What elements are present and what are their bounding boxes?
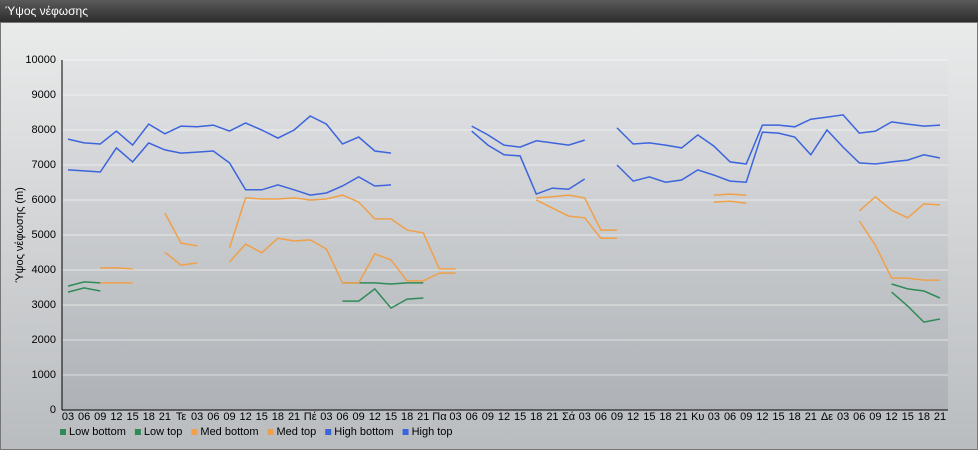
- series-line: [67, 128, 941, 196]
- x-tick-label: 18: [272, 411, 284, 423]
- legend-label: High bottom: [334, 426, 393, 438]
- y-tick-label: 5000: [32, 229, 56, 241]
- y-tick-label: 3000: [32, 299, 56, 311]
- x-tick-label: 18: [659, 411, 671, 423]
- series-line: [100, 193, 941, 270]
- x-tick-label: 21: [546, 411, 558, 423]
- x-tick-label: 03: [837, 411, 849, 423]
- x-tick-label: Κυ: [691, 411, 704, 423]
- x-tick-label: 12: [498, 411, 510, 423]
- x-tick-label: 09: [869, 411, 881, 423]
- x-tick-label: Πέ: [304, 411, 317, 423]
- x-tick-label: 06: [78, 411, 90, 423]
- legend-swatch: [134, 429, 141, 435]
- series-line: [67, 287, 941, 323]
- x-tick-label: 18: [789, 411, 801, 423]
- x-tick-label: 06: [466, 411, 478, 423]
- x-tick-label: 21: [676, 411, 688, 423]
- y-tick-label: 4000: [32, 264, 56, 276]
- legend-swatch: [191, 429, 198, 435]
- x-tick-label: 15: [902, 411, 914, 423]
- x-tick-label: 09: [740, 411, 752, 423]
- legend-label: Low bottom: [69, 426, 126, 438]
- x-tick-label: 21: [288, 411, 300, 423]
- x-tick-label: 12: [756, 411, 768, 423]
- window-title: Ύψος νέφωσης: [5, 4, 88, 18]
- y-tick-label: 2000: [32, 334, 56, 346]
- legend-swatch: [402, 429, 409, 435]
- y-tick-label: 6000: [32, 194, 56, 206]
- y-tick-label: 9000: [32, 89, 56, 101]
- x-tick-label: 03: [579, 411, 591, 423]
- x-tick-label: 15: [385, 411, 397, 423]
- x-tick-label: 06: [595, 411, 607, 423]
- legend-swatch: [60, 429, 66, 435]
- x-tick-label: 06: [853, 411, 865, 423]
- legend-label: Med bottom: [200, 426, 258, 438]
- x-tick-label: 15: [643, 411, 655, 423]
- x-tick-label: 09: [482, 411, 494, 423]
- x-tick-label: 15: [256, 411, 268, 423]
- x-tick-label: 12: [240, 411, 252, 423]
- y-tick-label: 10000: [25, 54, 56, 66]
- y-axis-label: Ύψος νέφωσης (m): [14, 187, 26, 283]
- x-tick-label: 03: [708, 411, 720, 423]
- x-tick-label: 06: [207, 411, 219, 423]
- x-tick-label: 06: [724, 411, 736, 423]
- x-tick-label: 12: [627, 411, 639, 423]
- legend-swatch: [267, 429, 274, 435]
- x-tick-label: 03: [191, 411, 203, 423]
- legend-label: High top: [412, 426, 453, 438]
- x-tick-label: 18: [918, 411, 930, 423]
- x-tick-label: 18: [530, 411, 542, 423]
- legend-label: Med top: [277, 426, 317, 438]
- y-tick-label: 1000: [32, 369, 56, 381]
- y-tick-label: 7000: [32, 159, 56, 171]
- x-tick-label: 18: [401, 411, 413, 423]
- legend-swatch: [325, 429, 332, 435]
- y-tick-label: 0: [50, 404, 56, 416]
- x-tick-label: Δε: [821, 411, 833, 423]
- x-tick-label: 21: [417, 411, 429, 423]
- x-tick-label: 21: [805, 411, 817, 423]
- x-tick-label: 09: [353, 411, 365, 423]
- y-tick-label: 8000: [32, 124, 56, 136]
- x-tick-label: 12: [369, 411, 381, 423]
- x-tick-label: Τε: [176, 411, 187, 423]
- x-tick-label: 12: [885, 411, 897, 423]
- x-tick-label: 18: [143, 411, 155, 423]
- x-tick-label: 12: [110, 411, 122, 423]
- x-tick-label: 09: [611, 411, 623, 423]
- series-line: [100, 199, 940, 284]
- x-tick-label: 21: [934, 411, 946, 423]
- x-tick-label: 21: [159, 411, 171, 423]
- x-tick-label: Πα: [432, 411, 447, 423]
- x-tick-label: 15: [514, 411, 526, 423]
- x-tick-label: Σά: [562, 411, 576, 423]
- series-line: [67, 114, 941, 165]
- legend-label: Low top: [144, 426, 183, 438]
- x-tick-label: 09: [223, 411, 235, 423]
- x-tick-label: 03: [320, 411, 332, 423]
- x-tick-label: 15: [772, 411, 784, 423]
- x-tick-label: 03: [62, 411, 74, 423]
- x-tick-label: 15: [126, 411, 138, 423]
- x-tick-label: 03: [449, 411, 461, 423]
- x-tick-label: 06: [336, 411, 348, 423]
- x-tick-label: 09: [94, 411, 106, 423]
- title-bar: [0, 0, 978, 22]
